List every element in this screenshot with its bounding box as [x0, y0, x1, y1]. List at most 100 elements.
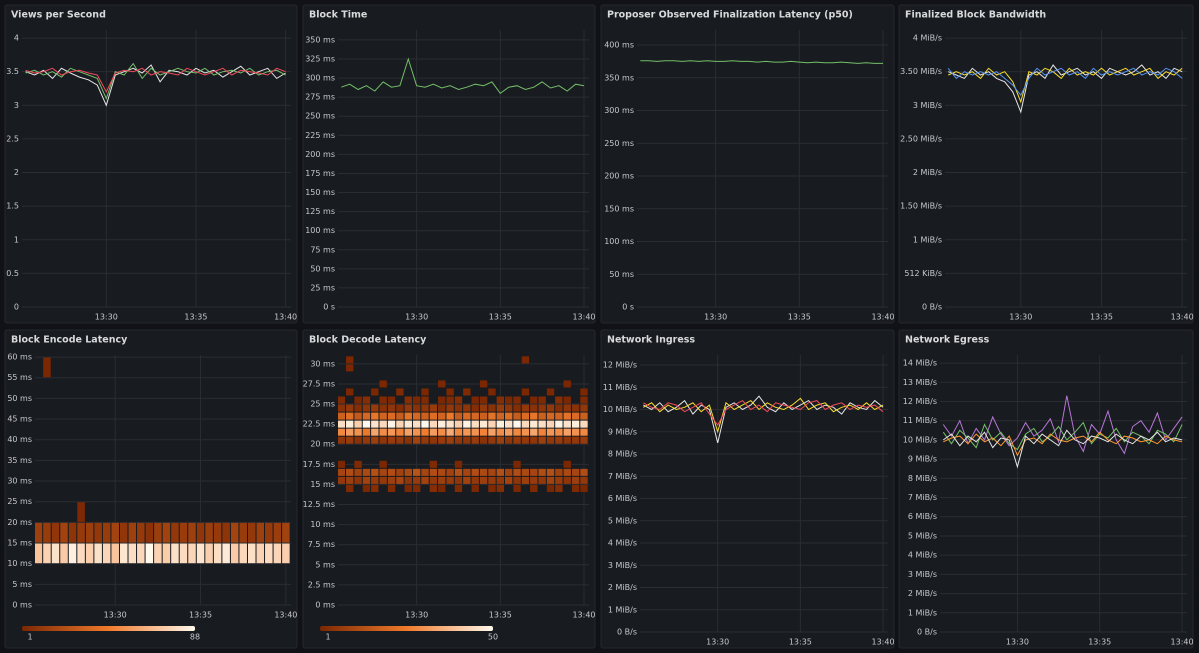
- y-tick-label: 35 ms: [7, 456, 32, 465]
- heatmap-cell: [471, 428, 479, 436]
- heatmap-cell: [513, 476, 521, 484]
- heatmap-cell: [371, 404, 379, 412]
- heatmap-cell: [379, 476, 387, 484]
- heatmap-cell: [555, 412, 563, 420]
- color-scale-bar: [320, 626, 493, 631]
- heatmap-cell: [563, 460, 571, 468]
- heatmap-cell: [546, 420, 555, 428]
- x-tick-label: 13:30: [1009, 313, 1032, 322]
- heatmap-cell: [513, 468, 521, 476]
- heatmap-cell: [387, 412, 396, 420]
- heatmap-cell: [412, 476, 421, 484]
- heatmap-cell: [488, 404, 496, 412]
- series-line: [25, 67, 286, 94]
- heatmap-cell: [538, 404, 546, 412]
- y-tick-label: 250 ms: [305, 112, 335, 121]
- y-tick-label: 7.5 ms: [308, 540, 335, 549]
- heatmap-cell: [463, 404, 471, 412]
- heatmap-cell: [429, 412, 438, 420]
- heatmap-cell: [412, 412, 421, 420]
- heatmap-cell: [521, 476, 530, 484]
- heatmap-cell: [154, 543, 162, 564]
- heatmap-cell: [471, 420, 479, 428]
- heatmap-cell: [571, 436, 580, 444]
- heatmap-cell: [362, 420, 371, 428]
- y-tick-label: 14 MiB/s: [903, 359, 937, 368]
- y-tick-label: 0 s: [323, 303, 335, 312]
- y-tick-label: 2 MiB/s: [913, 168, 942, 177]
- y-tick-label: 2 MiB/s: [608, 583, 637, 592]
- y-tick-label: 40 ms: [7, 435, 32, 444]
- heatmap-cell: [555, 436, 563, 444]
- heatmap-cell: [563, 436, 571, 444]
- heatmap-cell: [463, 436, 471, 444]
- heatmap-cell: [580, 468, 588, 476]
- series-line: [948, 67, 1183, 104]
- heatmap-cell: [412, 396, 421, 404]
- y-tick-label: 6 MiB/s: [608, 494, 637, 503]
- heatmap-cell: [256, 522, 265, 543]
- heatmap-cell: [404, 476, 412, 484]
- heatmap-cell: [387, 404, 396, 412]
- panel-background: [600, 329, 895, 649]
- y-tick-label: 60 ms: [7, 353, 32, 362]
- y-tick-label: 200 ms: [604, 172, 634, 181]
- plot-area: [640, 60, 883, 64]
- heatmap-cell: [555, 404, 563, 412]
- heatmap-cell: [521, 428, 530, 436]
- heatmap-cell: [429, 436, 438, 444]
- panel: Block Decode Latency 0 ms 2.5 ms 5 ms 7.5 ms…: [302, 329, 596, 649]
- heatmap-cell: [488, 412, 496, 420]
- heatmap-cell: [471, 468, 479, 476]
- heatmap-cell: [438, 428, 446, 436]
- heatmap-cell: [521, 388, 530, 396]
- heatmap-cell: [438, 380, 446, 388]
- heatmap-cell: [379, 404, 387, 412]
- heatmap-cell: [354, 436, 362, 444]
- heatmap-cell: [77, 543, 85, 564]
- heatmap-cell: [429, 468, 438, 476]
- y-tick-label: 25 ms: [7, 497, 32, 506]
- panel-title: Proposer Observed Finalization Latency (…: [607, 10, 853, 21]
- heatmap-cell: [530, 428, 538, 436]
- y-tick-label: 3 MiB/s: [913, 101, 942, 110]
- heatmap-cell: [446, 396, 454, 404]
- heatmap-cell: [438, 420, 446, 428]
- heatmap-cell: [563, 428, 571, 436]
- color-scale-min: 1: [27, 633, 32, 642]
- y-tick-label: 10 ms: [310, 520, 335, 529]
- heatmap-cell: [530, 396, 538, 404]
- panel-title: Block Encode Latency: [11, 335, 128, 346]
- heatmap-cell: [454, 484, 463, 492]
- heatmap-cell: [421, 404, 429, 412]
- heatmap-cell: [429, 428, 438, 436]
- heatmap-cell: [85, 522, 94, 543]
- heatmap-cell: [354, 396, 362, 404]
- heatmap-cell: [479, 428, 488, 436]
- heatmap-cell: [128, 543, 137, 564]
- heatmap-cell: [471, 436, 479, 444]
- y-tick-label: 1.5: [6, 202, 19, 211]
- panel-title: Block Decode Latency: [309, 335, 427, 346]
- heatmap-cell: [362, 404, 371, 412]
- y-tick-label: 0 s: [622, 303, 634, 312]
- heatmap-cell: [230, 522, 239, 543]
- x-tick-label: 13:40: [572, 313, 595, 322]
- series-line: [947, 67, 1183, 97]
- panel-title: Network Egress: [905, 335, 990, 346]
- x-tick-label: 13:40: [872, 638, 895, 647]
- heatmap-cell: [387, 396, 396, 404]
- y-tick-label: 3.5: [6, 67, 19, 76]
- series-line: [643, 399, 884, 427]
- heatmap-cell: [454, 412, 463, 420]
- heatmap-cell: [404, 484, 412, 492]
- heatmap-cell: [471, 476, 479, 484]
- y-tick-label: 55 ms: [7, 373, 32, 382]
- heatmap-cell: [530, 476, 538, 484]
- x-tick-label: 13:35: [1088, 638, 1111, 647]
- heatmap-cell: [421, 436, 429, 444]
- heatmap-cell: [396, 476, 404, 484]
- heatmap-cell: [379, 468, 387, 476]
- heatmap-cell: [504, 396, 513, 404]
- heatmap-cell: [479, 436, 488, 444]
